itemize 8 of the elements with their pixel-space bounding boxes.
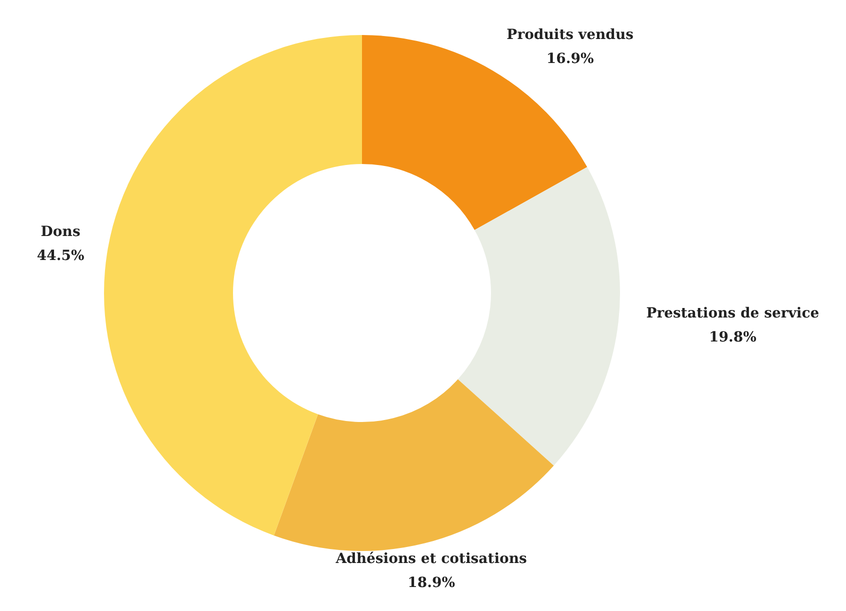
data-label: 19.8% — [708, 329, 756, 346]
slice-label: Produits vendus — [506, 26, 634, 43]
slice-label: Prestations de service — [646, 305, 820, 322]
slice-label: Dons — [40, 224, 80, 240]
data-label: 18.9% — [408, 575, 456, 592]
data-label: 44.5% — [36, 248, 84, 264]
slice-label: Adhésions et cotisations — [334, 551, 528, 568]
data-label: 16.9% — [546, 50, 594, 67]
